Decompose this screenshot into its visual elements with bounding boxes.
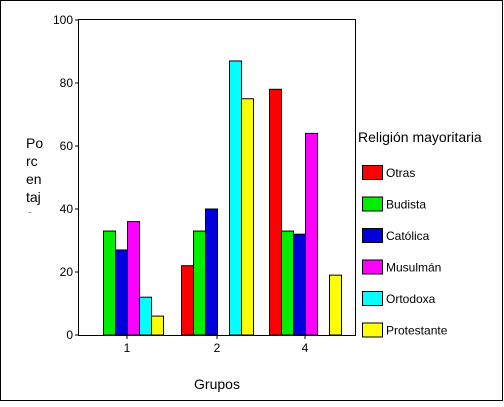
bar-budista-group-2 bbox=[193, 230, 206, 336]
bar-protestante-group-4 bbox=[329, 274, 342, 336]
bar-protestante-group-1 bbox=[151, 315, 164, 336]
y-tick-label: 100 bbox=[53, 13, 73, 27]
y-tick-label: 40 bbox=[60, 202, 74, 216]
bar-ortodoxa-group-1 bbox=[139, 296, 152, 336]
y-axis-label-line: Po bbox=[26, 135, 43, 151]
bar-musulmán-group-1 bbox=[127, 221, 140, 336]
y-axis-ticks: 0 20 40 60 80 100 bbox=[53, 13, 79, 342]
legend-label: Otras bbox=[386, 166, 415, 180]
bar-otras-group-4 bbox=[269, 88, 282, 336]
bar-protestante-group-2 bbox=[241, 98, 254, 336]
x-tick-label: 4 bbox=[302, 341, 309, 355]
bar-católica-group-4 bbox=[293, 233, 306, 336]
x-tick-label: 1 bbox=[124, 341, 131, 355]
x-tick-label: 2 bbox=[214, 341, 221, 355]
legend-swatch-protestante bbox=[362, 322, 383, 338]
y-axis-label-line: rc bbox=[26, 153, 38, 169]
legend-label: Budista bbox=[386, 198, 426, 212]
legend-swatch-budista bbox=[362, 196, 383, 212]
bar-otras-group-2 bbox=[181, 265, 194, 336]
bar-budista-group-1 bbox=[103, 230, 116, 336]
x-axis-ticks: 1 2 4 bbox=[124, 335, 309, 355]
bar-católica-group-2 bbox=[205, 208, 218, 336]
y-axis-label-line: en bbox=[26, 171, 42, 187]
bars-group bbox=[103, 60, 342, 336]
x-axis-label: Grupos bbox=[194, 376, 240, 392]
legend-swatch-otras bbox=[362, 165, 383, 180]
y-axis-label-line: taj bbox=[26, 189, 41, 205]
bar-ortodoxa-group-2 bbox=[229, 60, 242, 336]
legend-title: Religión mayoritaria bbox=[358, 129, 482, 145]
legend-label: Protestante bbox=[386, 324, 448, 338]
legend-label: Musulmán bbox=[386, 261, 441, 275]
bar-budista-group-4 bbox=[281, 230, 294, 336]
y-tick-label: 60 bbox=[60, 139, 74, 153]
bar-musulmán-group-4 bbox=[305, 132, 318, 336]
y-tick-label: 0 bbox=[66, 328, 73, 342]
legend-label: Católica bbox=[386, 229, 430, 243]
y-axis-label: Po rc en taj e bbox=[26, 135, 43, 223]
legend-swatch-católica bbox=[362, 228, 383, 243]
legend: Religión mayoritaria Otras Budista Católic… bbox=[358, 129, 482, 338]
legend-label: Ortodoxa bbox=[386, 292, 436, 306]
y-tick-label: 80 bbox=[60, 76, 74, 90]
legend-swatch-musulmán bbox=[362, 259, 383, 275]
y-tick-label: 20 bbox=[60, 265, 74, 279]
bar-católica-group-1 bbox=[115, 249, 128, 336]
legend-swatch-ortodoxa bbox=[362, 291, 383, 306]
y-axis-label-line: e bbox=[26, 207, 34, 223]
